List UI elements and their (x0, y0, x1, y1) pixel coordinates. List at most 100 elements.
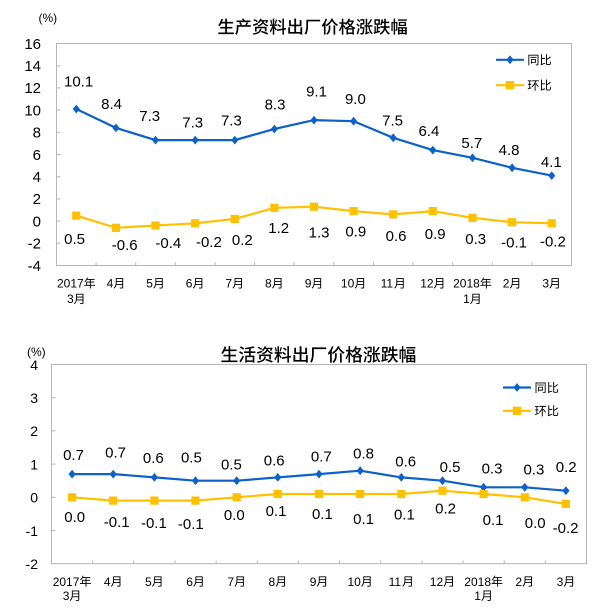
svg-text:12: 12 (430, 575, 444, 589)
svg-text:6: 6 (186, 277, 193, 291)
svg-text:4: 4 (104, 575, 111, 589)
svg-text:-0.2: -0.2 (553, 520, 579, 537)
svg-text:7.3: 7.3 (221, 113, 242, 130)
svg-text:0.2: 0.2 (556, 459, 577, 476)
svg-text:-0.1: -0.1 (178, 516, 204, 533)
svg-text:5: 5 (145, 575, 152, 589)
svg-text:-1: -1 (26, 523, 39, 539)
svg-text:(%): (%) (39, 11, 58, 25)
svg-text:4.1: 4.1 (541, 154, 562, 171)
svg-text:1.2: 1.2 (268, 220, 289, 237)
svg-text:0.3: 0.3 (482, 460, 503, 477)
svg-text:8: 8 (33, 125, 41, 142)
svg-text:0.0: 0.0 (224, 507, 245, 524)
svg-text:3: 3 (542, 277, 549, 291)
svg-text:4: 4 (107, 277, 114, 291)
svg-text:8.4: 8.4 (101, 96, 122, 113)
svg-text:6.4: 6.4 (418, 123, 439, 140)
svg-text:0.7: 0.7 (63, 447, 84, 464)
svg-text:1: 1 (463, 292, 470, 306)
svg-text:0.0: 0.0 (64, 509, 85, 526)
svg-text:-0.2: -0.2 (540, 234, 566, 251)
svg-text:16: 16 (24, 36, 41, 53)
svg-text:12: 12 (420, 277, 434, 291)
svg-text:0.2: 0.2 (435, 500, 456, 517)
svg-text:0.1: 0.1 (266, 503, 287, 520)
svg-text:7.3: 7.3 (139, 108, 160, 125)
svg-text:0.2: 0.2 (232, 232, 253, 249)
svg-text:0.0: 0.0 (525, 515, 546, 532)
svg-text:4: 4 (30, 357, 38, 373)
svg-text:0.1: 0.1 (394, 507, 415, 524)
svg-text:0.9: 0.9 (425, 226, 446, 243)
svg-text:7.3: 7.3 (182, 115, 203, 132)
svg-text:2017: 2017 (57, 277, 84, 291)
svg-text:11: 11 (381, 277, 394, 291)
svg-text:10: 10 (341, 277, 355, 291)
svg-text:-0.4: -0.4 (155, 235, 181, 252)
svg-text:10: 10 (24, 102, 41, 119)
svg-text:0.6: 0.6 (264, 452, 285, 469)
svg-text:7.5: 7.5 (382, 113, 403, 130)
svg-text:0.6: 0.6 (386, 228, 407, 245)
svg-text:3: 3 (63, 589, 70, 603)
svg-text:-0.1: -0.1 (501, 235, 527, 252)
svg-text:2: 2 (503, 277, 510, 291)
svg-text:0.1: 0.1 (483, 512, 504, 529)
svg-text:3: 3 (67, 292, 74, 306)
svg-text:0: 0 (33, 213, 41, 230)
svg-text:1.3: 1.3 (309, 224, 330, 241)
svg-text:2: 2 (33, 191, 41, 208)
svg-text:-2: -2 (28, 236, 41, 253)
svg-text:0.1: 0.1 (312, 506, 333, 523)
svg-text:9.0: 9.0 (345, 91, 366, 108)
svg-text:-0.6: -0.6 (112, 237, 138, 254)
svg-text:1: 1 (474, 589, 481, 603)
svg-text:12: 12 (24, 80, 41, 97)
svg-text:0.6: 0.6 (143, 450, 164, 467)
svg-text:0.5: 0.5 (64, 231, 85, 248)
svg-text:(%): (%) (27, 345, 46, 359)
svg-text:-0.1: -0.1 (141, 515, 167, 532)
svg-text:9: 9 (305, 277, 312, 291)
svg-text:2018: 2018 (464, 575, 491, 589)
svg-text:0.5: 0.5 (221, 456, 242, 473)
svg-text:3: 3 (557, 575, 564, 589)
svg-text:0: 0 (30, 490, 38, 506)
svg-text:2: 2 (30, 423, 38, 439)
svg-text:5.7: 5.7 (461, 135, 482, 152)
svg-text:2017: 2017 (53, 575, 80, 589)
svg-text:2: 2 (515, 575, 522, 589)
svg-text:14: 14 (24, 58, 41, 75)
svg-text:0.3: 0.3 (465, 231, 486, 248)
svg-text:5: 5 (146, 277, 153, 291)
svg-text:4: 4 (33, 169, 41, 186)
svg-text:6: 6 (186, 575, 193, 589)
svg-text:9.1: 9.1 (306, 83, 327, 100)
svg-text:-4: -4 (28, 258, 41, 275)
svg-text:0.5: 0.5 (181, 449, 202, 466)
svg-text:-2: -2 (26, 556, 39, 572)
svg-text:3: 3 (30, 390, 38, 406)
svg-text:-0.1: -0.1 (104, 514, 130, 531)
svg-text:0.3: 0.3 (523, 461, 544, 478)
svg-text:7: 7 (225, 277, 232, 291)
svg-text:8.3: 8.3 (265, 97, 286, 114)
svg-text:8: 8 (269, 575, 276, 589)
svg-text:0.8: 0.8 (353, 446, 374, 463)
svg-text:0.6: 0.6 (395, 454, 416, 471)
svg-text:0.7: 0.7 (105, 444, 126, 461)
svg-text:0.7: 0.7 (311, 449, 332, 466)
svg-text:0.5: 0.5 (440, 459, 461, 476)
svg-text:11: 11 (389, 575, 402, 589)
svg-text:6: 6 (33, 147, 41, 164)
svg-text:8: 8 (265, 277, 272, 291)
svg-text:0.9: 0.9 (345, 224, 366, 241)
svg-text:10.1: 10.1 (64, 73, 93, 90)
svg-text:1: 1 (30, 456, 38, 472)
svg-text:10: 10 (348, 575, 362, 589)
svg-text:9: 9 (310, 575, 317, 589)
svg-text:2018: 2018 (453, 277, 480, 291)
svg-text:-0.2: -0.2 (196, 234, 222, 251)
svg-text:7: 7 (227, 575, 234, 589)
